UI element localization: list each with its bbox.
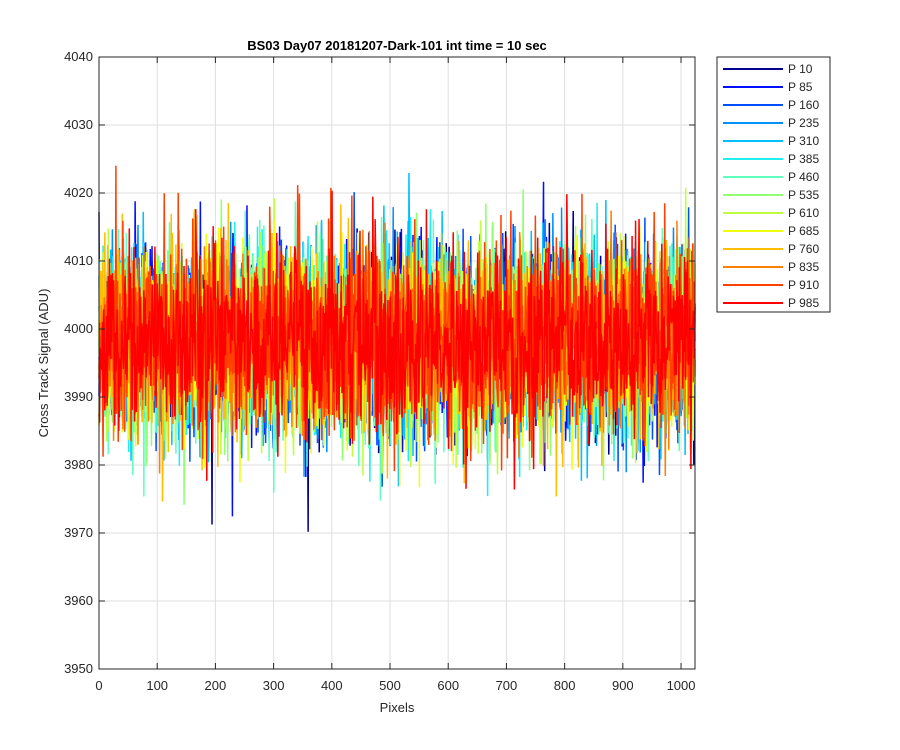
y-tick-label: 4020 xyxy=(64,185,93,200)
legend-label: P 85 xyxy=(788,80,813,94)
legend-label: P 985 xyxy=(788,296,819,310)
x-tick-label: 200 xyxy=(205,678,227,693)
y-tick-label: 4040 xyxy=(64,49,93,64)
legend-label: P 835 xyxy=(788,260,819,274)
y-axis: 3950 3960 3970 3980 3990 4000 4010 4020 4030 4040 xyxy=(64,49,695,676)
legend-label: P 685 xyxy=(788,224,819,238)
x-tick-label: 400 xyxy=(321,678,343,693)
x-axis-label: Pixels xyxy=(380,700,415,715)
chart-title: BS03 Day07 20181207-Dark-101 int time = … xyxy=(247,38,547,53)
legend-label: P 310 xyxy=(788,134,819,148)
legend-label: P 10 xyxy=(788,62,813,76)
x-tick-label: 700 xyxy=(496,678,518,693)
plot-area xyxy=(98,165,696,532)
x-tick-label: 0 xyxy=(95,678,102,693)
x-tick-label: 600 xyxy=(437,678,459,693)
legend-label: P 385 xyxy=(788,152,819,166)
series-line-p985 xyxy=(98,190,696,490)
y-axis-label: Cross Track Signal (ADU) xyxy=(36,289,51,438)
x-tick-label: 300 xyxy=(263,678,285,693)
x-axis: 0 100 200 300 400 500 600 700 800 900 1000 xyxy=(95,57,695,693)
legend-label: P 910 xyxy=(788,278,819,292)
y-tick-label: 4010 xyxy=(64,253,93,268)
y-tick-label: 4000 xyxy=(64,321,93,336)
axes-box xyxy=(98,56,696,670)
y-tick-label: 3950 xyxy=(64,661,93,676)
y-tick-label: 3970 xyxy=(64,525,93,540)
legend-label: P 760 xyxy=(788,242,819,256)
legend-label: P 160 xyxy=(788,98,819,112)
legend-label: P 235 xyxy=(788,116,819,130)
legend-box xyxy=(716,56,831,313)
legend-label: P 610 xyxy=(788,206,819,220)
y-tick-label: 4030 xyxy=(64,117,93,132)
y-tick-label: 3980 xyxy=(64,457,93,472)
x-tick-label: 800 xyxy=(554,678,576,693)
x-tick-label: 100 xyxy=(146,678,168,693)
x-tick-label: 500 xyxy=(379,678,401,693)
y-tick-label: 3960 xyxy=(64,593,93,608)
x-tick-label: 1000 xyxy=(667,678,696,693)
x-tick-label: 900 xyxy=(612,678,634,693)
legend-label: P 535 xyxy=(788,188,819,202)
legend-label: P 460 xyxy=(788,170,819,184)
y-tick-label: 3990 xyxy=(64,389,93,404)
legend: P 10 P 85 P 160 P 235 P 310 P 385 P 460 P 535 P … xyxy=(716,56,831,313)
